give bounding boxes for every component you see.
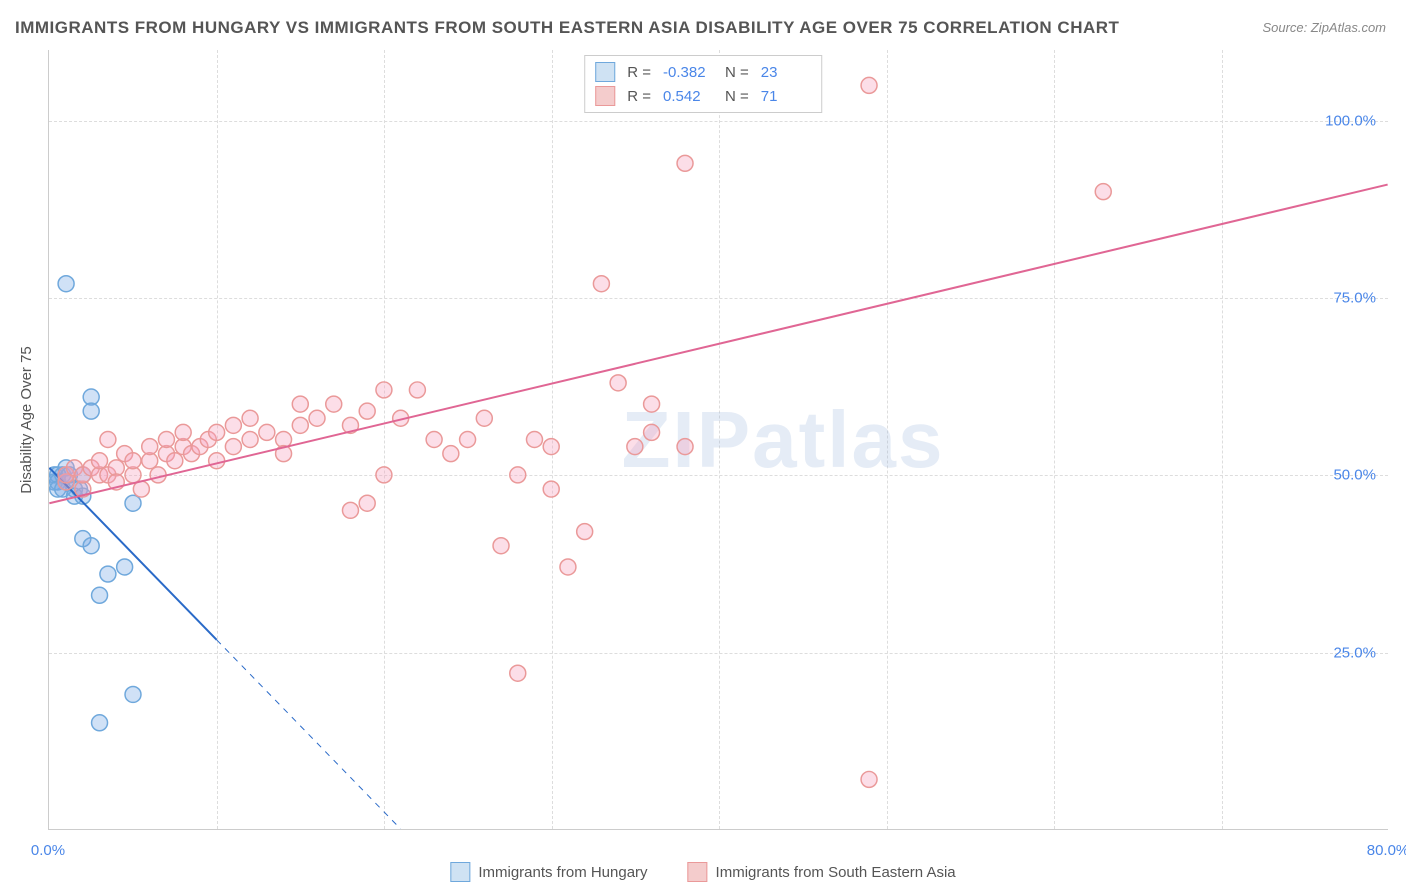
legend-item-seasia: Immigrants from South Eastern Asia: [688, 862, 956, 882]
scatter-point-se_asia: [175, 424, 191, 440]
r-value-seasia: 0.542: [663, 88, 713, 105]
scatter-point-se_asia: [610, 375, 626, 391]
scatter-point-se_asia: [242, 432, 258, 448]
scatter-point-se_asia: [167, 453, 183, 469]
scatter-point-se_asia: [150, 467, 166, 483]
legend-label-hungary: Immigrants from Hungary: [478, 864, 647, 881]
scatter-point-se_asia: [409, 382, 425, 398]
regression-line-se_asia: [49, 185, 1387, 504]
scatter-point-se_asia: [526, 432, 542, 448]
scatter-point-se_asia: [309, 410, 325, 426]
scatter-point-se_asia: [443, 446, 459, 462]
swatch-hungary: [595, 62, 615, 82]
scatter-point-se_asia: [158, 432, 174, 448]
scatter-point-se_asia: [560, 559, 576, 575]
n-value-hungary: 23: [761, 64, 811, 81]
r-label: R =: [627, 64, 651, 81]
scatter-point-se_asia: [476, 410, 492, 426]
scatter-point-se_asia: [242, 410, 258, 426]
scatter-point-se_asia: [577, 524, 593, 540]
chart-title: IMMIGRANTS FROM HUNGARY VS IMMIGRANTS FR…: [15, 18, 1119, 38]
legend-stats-row-seasia: R = 0.542 N = 71: [595, 84, 811, 108]
scatter-point-se_asia: [292, 396, 308, 412]
scatter-point-hungary: [125, 686, 141, 702]
scatter-point-se_asia: [359, 495, 375, 511]
scatter-point-se_asia: [644, 424, 660, 440]
scatter-point-se_asia: [493, 538, 509, 554]
r-label: R =: [627, 88, 651, 105]
scatter-point-se_asia: [225, 439, 241, 455]
scatter-point-se_asia: [142, 439, 158, 455]
scatter-point-se_asia: [861, 771, 877, 787]
scatter-point-se_asia: [259, 424, 275, 440]
scatter-point-se_asia: [510, 467, 526, 483]
scatter-point-hungary: [58, 276, 74, 292]
y-axis-title: Disability Age Over 75: [18, 346, 35, 494]
legend-item-hungary: Immigrants from Hungary: [450, 862, 647, 882]
swatch-hungary-bottom: [450, 862, 470, 882]
scatter-point-se_asia: [125, 453, 141, 469]
x-tick-label: 0.0%: [31, 842, 65, 859]
scatter-point-se_asia: [292, 417, 308, 433]
scatter-point-se_asia: [326, 396, 342, 412]
scatter-point-se_asia: [593, 276, 609, 292]
scatter-point-se_asia: [426, 432, 442, 448]
source-label: Source: ZipAtlas.com: [1262, 20, 1386, 35]
scatter-point-se_asia: [677, 439, 693, 455]
regression-line-dashed-hungary: [217, 640, 401, 829]
regression-line-hungary: [49, 468, 216, 640]
legend-label-seasia: Immigrants from South Eastern Asia: [716, 864, 956, 881]
chart-area: ZIPatlas 25.0%50.0%75.0%100.0%: [48, 50, 1388, 830]
n-value-seasia: 71: [761, 88, 811, 105]
scatter-point-se_asia: [100, 432, 116, 448]
n-label: N =: [725, 64, 749, 81]
n-label: N =: [725, 88, 749, 105]
scatter-point-hungary: [92, 587, 108, 603]
swatch-seasia-bottom: [688, 862, 708, 882]
scatter-point-se_asia: [627, 439, 643, 455]
scatter-point-se_asia: [359, 403, 375, 419]
scatter-point-se_asia: [644, 396, 660, 412]
scatter-point-se_asia: [209, 453, 225, 469]
scatter-point-se_asia: [460, 432, 476, 448]
scatter-plot-svg: [49, 50, 1388, 829]
swatch-seasia: [595, 86, 615, 106]
scatter-point-se_asia: [376, 382, 392, 398]
x-tick-label: 80.0%: [1367, 842, 1406, 859]
scatter-point-hungary: [125, 495, 141, 511]
scatter-point-se_asia: [543, 481, 559, 497]
legend-stats-box: R = -0.382 N = 23 R = 0.542 N = 71: [584, 55, 822, 113]
scatter-point-se_asia: [1095, 184, 1111, 200]
scatter-point-se_asia: [543, 439, 559, 455]
r-value-hungary: -0.382: [663, 64, 713, 81]
scatter-point-hungary: [100, 566, 116, 582]
scatter-point-hungary: [83, 538, 99, 554]
legend-bottom: Immigrants from Hungary Immigrants from …: [450, 862, 955, 882]
scatter-point-se_asia: [510, 665, 526, 681]
scatter-point-se_asia: [861, 77, 877, 93]
scatter-point-se_asia: [376, 467, 392, 483]
scatter-point-hungary: [83, 403, 99, 419]
legend-stats-row-hungary: R = -0.382 N = 23: [595, 60, 811, 84]
scatter-point-se_asia: [677, 155, 693, 171]
scatter-point-hungary: [117, 559, 133, 575]
scatter-point-se_asia: [209, 424, 225, 440]
scatter-point-se_asia: [342, 502, 358, 518]
scatter-point-se_asia: [225, 417, 241, 433]
scatter-point-se_asia: [92, 453, 108, 469]
scatter-point-hungary: [92, 715, 108, 731]
